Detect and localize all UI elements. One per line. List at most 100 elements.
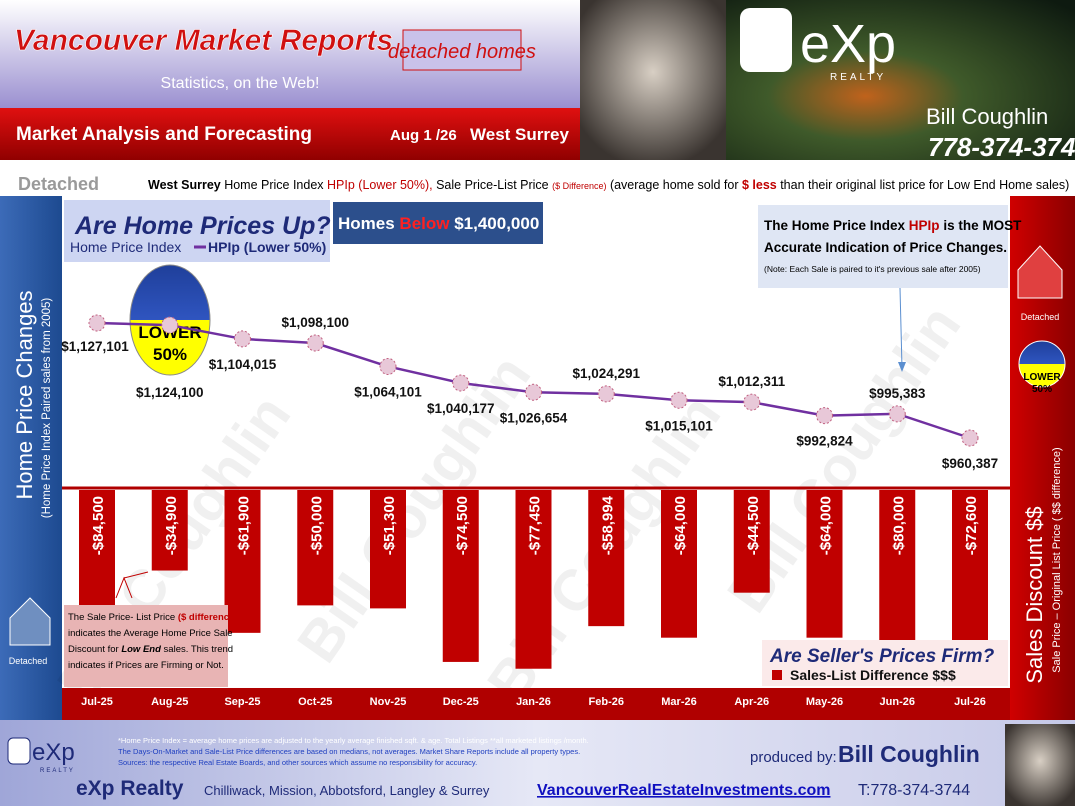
website-link[interactable]: VancouverRealEstateInvestments.com	[537, 782, 830, 799]
x-tick-label: Nov-25	[370, 696, 407, 708]
note-line: (Note: Each Sale is paired to it's previ…	[764, 264, 981, 274]
bar	[297, 490, 334, 606]
bar-value-label: -$84,500	[90, 496, 107, 555]
header-title: Vancouver Market Reports	[14, 24, 393, 57]
left-title: Home Price Changes	[12, 290, 37, 499]
text-part: Discount for	[68, 644, 121, 655]
note-pointer	[115, 571, 149, 599]
subheader-text: West Surrey Home Price Index HPIp (Lower…	[148, 178, 1069, 192]
x-tick-label: Apr-26	[734, 696, 769, 708]
logo-sub: REALTY	[830, 72, 886, 83]
bar	[442, 490, 479, 662]
bar-value-label: -$34,900	[163, 496, 180, 555]
x-tick-label: Jan-26	[516, 696, 551, 708]
agent-phone: 778-374-3744	[928, 132, 1075, 162]
banner-text: Market Analysis and Forecasting	[16, 124, 312, 145]
title-box	[64, 200, 330, 262]
bar-value-label: -$44,500	[745, 496, 762, 555]
report-date: Aug 1 /26	[390, 127, 457, 144]
discount-note-line: Discount for Low End sales. This trend	[68, 644, 233, 655]
right-label: Detached	[1021, 312, 1060, 322]
point	[452, 374, 470, 392]
text-part: is the MOST	[940, 218, 1023, 233]
point	[670, 391, 688, 409]
bar-value-label: -$64,000	[672, 496, 689, 555]
bar-value-label: -$64,000	[818, 496, 835, 555]
note-arrow	[899, 287, 903, 369]
point-value-label: $1,015,101	[645, 418, 713, 433]
right-badge-text: LOWER	[1023, 372, 1061, 383]
discount-note-line: The Sale Price- List Price ($ difference…	[68, 612, 237, 623]
logo: eXp	[800, 14, 896, 74]
produced-by: produced by:	[750, 749, 837, 766]
point-value-label: $995,383	[869, 386, 926, 401]
left-subtitle: (Home Price Index Paired sales from 2005…	[41, 298, 53, 519]
subheader-bg	[0, 160, 1075, 196]
discount-note-line: indicates if Prices are Firming or Not.	[68, 660, 224, 671]
header-badge: detached homes	[388, 41, 536, 63]
x-tick-label: Feb-26	[589, 696, 624, 708]
bar	[588, 490, 625, 627]
x-tick-label: Aug-25	[151, 696, 188, 708]
point-value-label: $992,824	[796, 434, 853, 449]
bar-value-label: -$72,600	[963, 496, 980, 555]
subheader-label: Detached	[18, 174, 99, 194]
point	[961, 429, 979, 447]
bar	[370, 490, 406, 609]
legend-label: Sales-List Difference $$$	[790, 667, 956, 683]
point	[816, 407, 833, 425]
discount-title-box	[762, 640, 1008, 686]
note-arrow-head	[898, 362, 906, 372]
point-value-label: $1,026,654	[500, 410, 568, 425]
footer-logo-sub: REALTY	[40, 768, 75, 774]
footer-phone: T:778-374-3744	[858, 782, 970, 799]
company: eXp Realty	[76, 777, 184, 800]
bar-value-label: -$77,450	[527, 496, 544, 555]
text-part: than their original list price for Low E…	[777, 178, 1070, 192]
text-part: ($ Difference)	[552, 181, 606, 191]
right-badge-text: 50%	[1032, 384, 1052, 395]
point-value-label: $1,024,291	[572, 366, 640, 381]
house-icon	[1017, 245, 1063, 299]
text-part: Homes	[338, 214, 399, 233]
footer-logo: eXp	[32, 739, 75, 766]
discount-note-line: indicates the Average Home Price Sale	[68, 628, 233, 639]
point	[234, 330, 251, 348]
bar	[515, 490, 552, 669]
point-value-label: $1,012,311	[718, 374, 785, 389]
logo-mark	[740, 8, 792, 72]
text-part: West Surrey	[148, 178, 221, 192]
fine-print: Sources: the respective Real Estate Boar…	[118, 758, 477, 767]
right-subtitle: Sale Price – Original List Price ( $$ di…	[1051, 447, 1063, 672]
service-areas: Chilliwack, Mission, Abbotsford, Langley…	[204, 783, 490, 798]
price-box	[333, 202, 543, 244]
discount-title: Are Seller's Prices Firm?	[769, 646, 995, 667]
footer-agent: Bill Coughlin	[838, 741, 980, 767]
header-subtitle: Statistics, on the Web!	[161, 75, 320, 92]
x-tick-label: Mar-26	[661, 696, 696, 708]
lower-badge-text: 50%	[153, 345, 187, 364]
x-tick-label: Oct-25	[298, 696, 332, 708]
point-value-label: $1,064,101	[354, 384, 422, 399]
text-part: Below	[399, 214, 450, 233]
footer-bg	[0, 720, 1075, 806]
bar-value-label: -$61,900	[236, 496, 253, 555]
discount-note-box	[64, 605, 228, 687]
point	[743, 393, 761, 411]
category-strip	[62, 688, 1010, 720]
fine-print: The Days-On-Market and Sale-List Price d…	[118, 747, 580, 756]
left-label: Detached	[9, 656, 48, 666]
agent-name: Bill Coughlin	[926, 104, 1048, 129]
bar	[806, 490, 843, 638]
x-tick-label: May-26	[806, 696, 843, 708]
point	[379, 357, 397, 375]
text-part: The Sale Price- List Price	[68, 612, 178, 623]
point-value-label: $1,040,177	[427, 401, 495, 416]
point	[161, 316, 179, 334]
bar-value-label: -$80,000	[890, 496, 907, 555]
fine-print: *Home Price Index = average home prices …	[118, 736, 589, 745]
text-part: $1,400,000	[449, 214, 539, 233]
bar	[661, 490, 697, 638]
point	[525, 383, 542, 401]
